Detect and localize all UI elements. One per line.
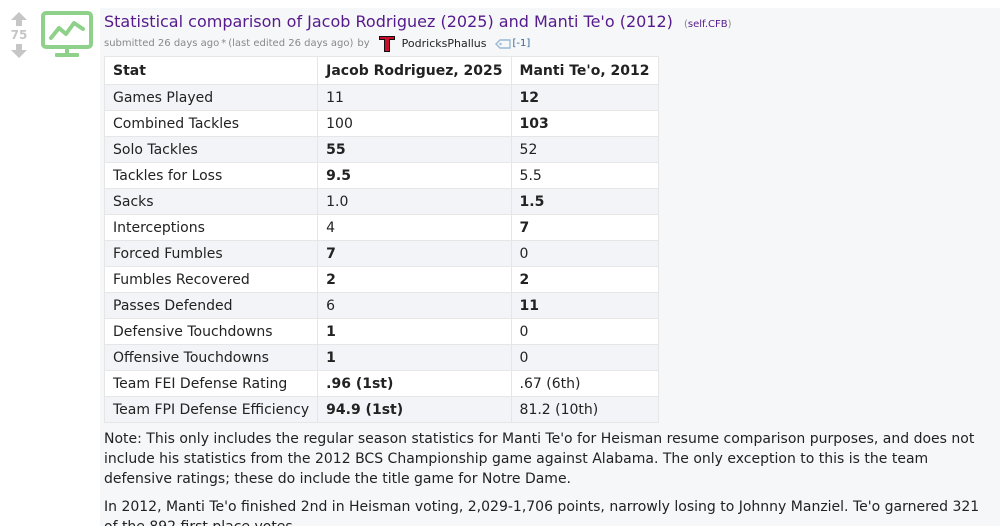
heisman-paragraph: In 2012, Manti Te'o finished 2nd in Heis… [104,499,980,526]
table-row: Games Played 11 12 [103,84,659,111]
stat-cell: Team FPI Defense Efficiency [103,396,319,423]
texas-tech-logo [378,36,395,52]
table-row: Tackles for Loss 9.5 5.5 [103,162,659,189]
table-row: Combined Tackles 100 103 [103,110,659,137]
stat-cell: Defensive Touchdowns [103,318,319,345]
up-arrow-icon[interactable] [10,12,28,26]
rodriguez-value: 55 [317,136,512,163]
teo-value: 0 [510,318,659,345]
post-content: Statistical comparison of Jacob Rodrigue… [100,8,1000,526]
teo-value: 12 [510,84,659,111]
domain-link[interactable]: self.CFB [687,19,728,30]
table-header-row: Stat Jacob Rodriguez, 2025 Manti Te'o, 2… [103,56,659,85]
stat-cell: Forced Fumbles [103,240,319,267]
submitted-time: submitted 26 days ago [104,38,220,49]
rodriguez-value: 9.5 [317,162,512,189]
teo-value: 5.5 [510,162,659,189]
rodriguez-value: 1.0 [317,188,512,215]
teo-value: 7 [510,214,659,241]
rodriguez-value: 100 [317,110,512,137]
stat-cell: Games Played [103,84,319,111]
header-stat: Stat [103,56,319,85]
rodriguez-value: 2 [317,266,512,293]
rodriguez-value: 7 [317,240,512,267]
stat-cell: Passes Defended [103,292,319,319]
by-label: by [357,38,370,49]
stats-table: Stat Jacob Rodriguez, 2025 Manti Te'o, 2… [103,56,659,423]
header-rodriguez: Jacob Rodriguez, 2025 [317,56,512,85]
table-row: Team FEI Defense Rating .96 (1st) .67 (6th… [103,370,659,397]
rodriguez-value: 6 [317,292,512,319]
score: 75 [10,28,28,42]
post-title[interactable]: Statistical comparison of Jacob Rodrigue… [104,12,673,31]
rodriguez-value: 94.9 (1st) [317,396,512,423]
down-arrow-icon[interactable] [10,44,28,58]
table-row: Offensive Touchdowns 1 0 [103,344,659,371]
table-row: Sacks 1.0 1.5 [103,188,659,215]
edited-time: (last edited 26 days ago) [228,38,354,49]
stat-cell: Sacks [103,188,319,215]
table-row: Team FPI Defense Efficiency 94.9 (1st) 81.… [103,396,659,423]
rodriguez-value: 1 [317,344,512,371]
table-row: Passes Defended 6 11 [103,292,659,319]
vote-column: 75 [6,12,32,58]
teo-value: 0 [510,240,659,267]
teo-value: .67 (6th) [510,370,659,397]
edited-marker: * [221,38,227,49]
stat-cell: Solo Tackles [103,136,319,163]
rodriguez-value: 11 [317,84,512,111]
rodriguez-value: 1 [317,318,512,345]
stat-cell: Team FEI Defense Rating [103,370,319,397]
karma-indicator[interactable]: [-1] [512,38,531,49]
tag-icon[interactable] [494,39,511,49]
header-teo: Manti Te'o, 2012 [510,56,659,85]
teo-value: 1.5 [510,188,659,215]
stat-cell: Combined Tackles [103,110,319,137]
table-row: Forced Fumbles 7 0 [103,240,659,267]
post-domain: (self.CFB) [684,19,732,30]
title-line: Statistical comparison of Jacob Rodrigue… [104,10,996,34]
stat-cell: Tackles for Loss [103,162,319,189]
note-paragraph: Note: This only includes the regular sea… [104,431,975,487]
stat-cell: Interceptions [103,214,319,241]
table-row: Interceptions 4 7 [103,214,659,241]
rodriguez-value: .96 (1st) [317,370,512,397]
stat-cell: Fumbles Recovered [103,266,319,293]
teo-value: 52 [510,136,659,163]
teo-value: 81.2 (10th) [510,396,659,423]
teo-value: 2 [510,266,659,293]
chart-monitor-icon[interactable] [40,10,94,58]
stat-cell: Offensive Touchdowns [103,344,319,371]
author-link[interactable]: PodricksPhallus [401,37,487,50]
table-row: Solo Tackles 55 52 [103,136,659,163]
teo-value: 11 [510,292,659,319]
teo-value: 103 [510,110,659,137]
rodriguez-value: 4 [317,214,512,241]
table-row: Defensive Touchdowns 1 0 [103,318,659,345]
tagline: submitted 26 days ago * (last edited 26 … [104,34,996,54]
teo-value: 0 [510,344,659,371]
table-row: Fumbles Recovered 2 2 [103,266,659,293]
